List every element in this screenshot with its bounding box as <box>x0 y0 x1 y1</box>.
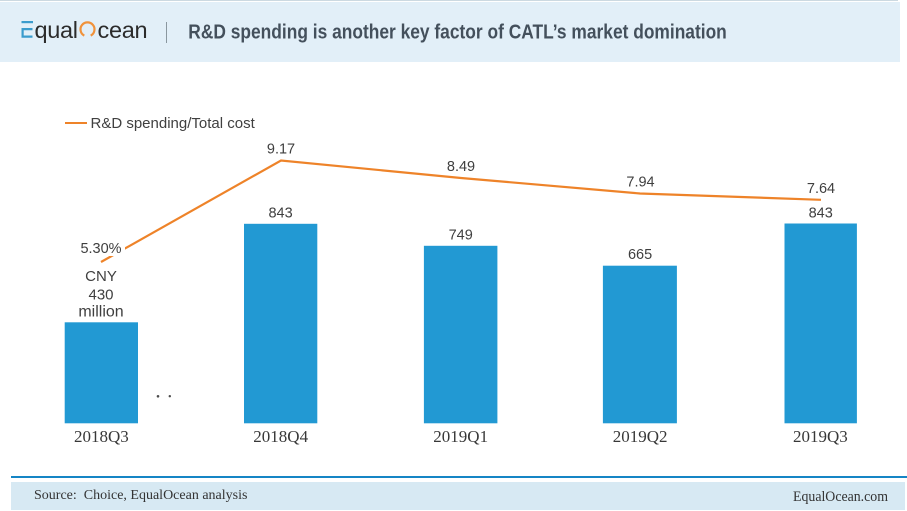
svg-text:7.94: 7.94 <box>626 175 654 191</box>
svg-text:665: 665 <box>628 247 652 263</box>
svg-text:430: 430 <box>88 286 113 303</box>
svg-text:cean: cean <box>98 17 148 43</box>
svg-text:2019Q1: 2019Q1 <box>433 427 488 446</box>
svg-text:2018Q3: 2018Q3 <box>74 427 129 446</box>
svg-text:2019Q3: 2019Q3 <box>793 427 848 446</box>
svg-text:5.30%: 5.30% <box>80 241 121 257</box>
svg-text:million: million <box>78 304 123 321</box>
svg-text:2019Q2: 2019Q2 <box>613 427 668 446</box>
svg-text:R&D spending is another key fa: R&D spending is another key factor of CA… <box>188 21 727 44</box>
svg-text:qual: qual <box>35 17 78 43</box>
svg-text:CNY: CNY <box>85 268 117 285</box>
svg-text:843: 843 <box>268 205 292 221</box>
svg-text:9.17: 9.17 <box>267 142 295 158</box>
svg-text:8.49: 8.49 <box>447 159 475 175</box>
svg-text:843: 843 <box>809 205 833 221</box>
svg-text:2018Q4: 2018Q4 <box>253 427 308 446</box>
svg-text:749: 749 <box>449 227 473 243</box>
svg-text:EqualOcean.com: EqualOcean.com <box>793 489 888 505</box>
svg-text:7.64: 7.64 <box>807 181 835 197</box>
